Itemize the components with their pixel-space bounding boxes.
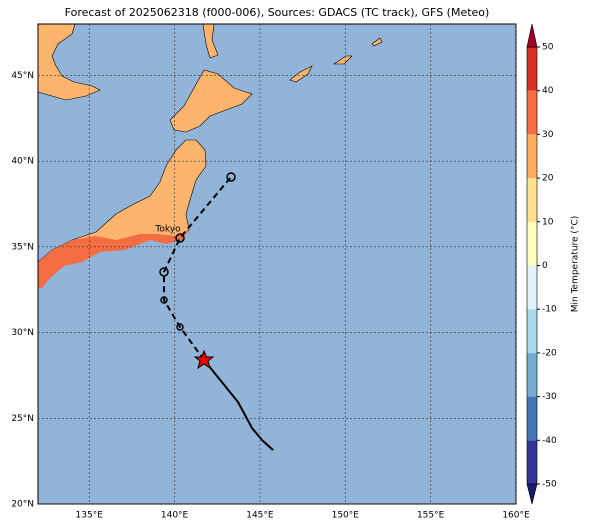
colorbar-tick-label: 40 <box>542 86 554 96</box>
colorbar-segment <box>527 309 537 353</box>
lat-tick-label: 25°N <box>11 414 34 424</box>
colorbar-tick-label: -10 <box>542 305 557 315</box>
lon-tick-label: 140°E <box>161 511 189 521</box>
colorbar-segment <box>527 178 537 222</box>
colorbar-segment <box>527 440 537 484</box>
city-label: Tokyo <box>154 225 181 235</box>
colorbar-segment <box>527 352 537 397</box>
colorbar-tick-label: 20 <box>542 174 554 184</box>
colorbar-tick-label: -40 <box>542 436 557 446</box>
colorbar-tick-label: -50 <box>542 480 557 490</box>
lat-tick-label: 40°N <box>11 157 34 167</box>
colorbar-segment <box>527 396 537 441</box>
lon-tick-label: 150°E <box>332 511 360 521</box>
lat-tick-label: 30°N <box>11 328 34 338</box>
lat-tick-label: 45°N <box>11 71 34 81</box>
colorbar-segment <box>527 90 537 135</box>
lon-tick-label: 145°E <box>246 511 274 521</box>
storm-position <box>193 349 215 370</box>
colorbar-tick-label: -20 <box>542 348 557 358</box>
colorbar-over <box>526 23 538 48</box>
colorbar-tick-label: 50 <box>542 43 554 53</box>
warm-zone <box>38 230 188 288</box>
colorbar-tick-label: 0 <box>542 261 548 271</box>
ocean <box>38 24 516 504</box>
lon-tick-label: 160°E <box>502 511 530 521</box>
colorbar-tick-label: 10 <box>542 217 554 227</box>
colorbar-tick-label: 30 <box>542 130 554 140</box>
lat-tick-label: 35°N <box>11 242 34 252</box>
lon-tick-label: 135°E <box>76 511 104 521</box>
lat-tick-label: 20°N <box>11 500 34 510</box>
colorbar-segment <box>527 47 537 91</box>
colorbar-segment <box>527 221 537 266</box>
lon-tick-label: 155°E <box>417 511 445 521</box>
title: Forecast of 2025062318 (f000-006), Sourc… <box>65 6 490 19</box>
colorbar-under <box>526 483 538 505</box>
colorbar-label: Min Temperature (°C) <box>571 216 581 313</box>
colorbar-segment <box>527 265 537 310</box>
colorbar-tick-label: -30 <box>542 392 557 402</box>
colorbar-segment <box>527 134 537 179</box>
